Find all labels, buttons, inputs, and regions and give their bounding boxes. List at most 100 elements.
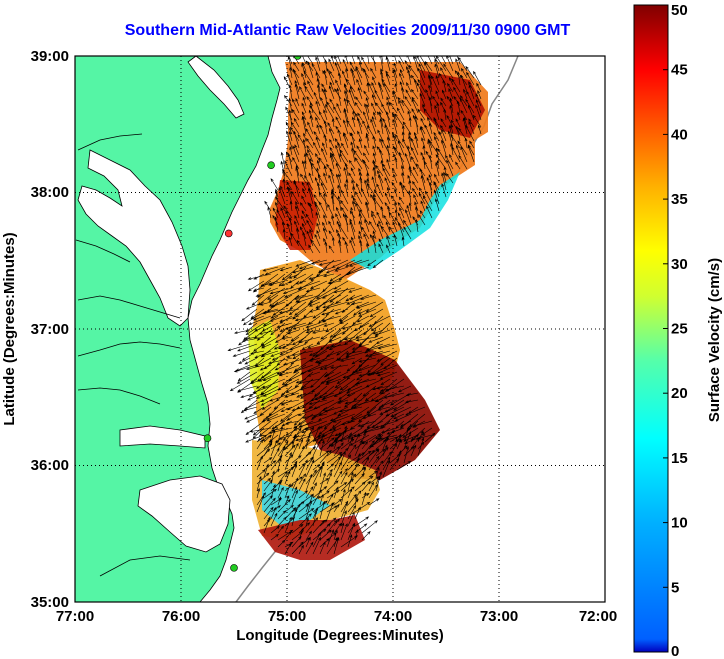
velocity-vector xyxy=(272,301,293,316)
velocity-vector xyxy=(305,322,321,328)
velocity-vector xyxy=(389,101,398,114)
velocity-vector xyxy=(340,357,356,362)
velocity-vector xyxy=(316,336,328,345)
velocity-vector xyxy=(401,131,405,142)
velocity-vector xyxy=(403,445,409,464)
velocity-vector xyxy=(425,150,433,163)
velocity-vector xyxy=(372,159,377,177)
velocity-vector xyxy=(270,442,282,450)
velocity-vector xyxy=(270,512,278,527)
velocity-vector xyxy=(368,484,378,499)
velocity-vector xyxy=(323,69,328,86)
velocity-vector xyxy=(284,516,292,534)
velocity-vector xyxy=(244,357,258,365)
velocity-vector xyxy=(291,350,314,357)
velocity-vector xyxy=(370,194,377,205)
velocity-vector xyxy=(277,481,282,492)
x-axis-label: Longitude (Degrees:Minutes) xyxy=(236,627,444,644)
velocity-vector xyxy=(384,177,391,191)
velocity-vector xyxy=(291,427,302,443)
velocity-vector xyxy=(351,236,356,247)
velocity-vector xyxy=(377,81,384,100)
velocity-vector xyxy=(322,227,328,240)
velocity-vector xyxy=(380,70,384,86)
velocity-vector xyxy=(340,522,345,534)
velocity-vector xyxy=(273,343,286,350)
velocity-vector xyxy=(466,71,475,86)
velocity-vector xyxy=(386,96,391,107)
velocity-vector xyxy=(347,522,355,541)
velocity-vector xyxy=(356,371,370,381)
velocity-vector xyxy=(425,88,433,107)
velocity-vector xyxy=(316,222,321,233)
velocity-vector xyxy=(400,420,412,427)
velocity-vector xyxy=(277,425,283,443)
velocity-vector xyxy=(413,166,419,177)
velocity-vector xyxy=(344,399,363,405)
velocity-vector xyxy=(330,194,335,212)
velocity-vector xyxy=(296,227,300,240)
velocity-vector xyxy=(427,74,433,93)
velocity-vector xyxy=(413,56,419,65)
velocity-vector xyxy=(350,301,363,306)
velocity-vector xyxy=(343,97,349,114)
velocity-vector xyxy=(343,213,349,226)
velocity-vector xyxy=(354,516,370,527)
velocity-vector xyxy=(365,301,384,313)
velocity-vector xyxy=(386,158,391,170)
velocity-vector xyxy=(336,87,342,107)
velocity-vector xyxy=(287,329,300,335)
velocity-vector xyxy=(372,193,377,212)
velocity-vector xyxy=(436,102,440,114)
velocity-vector xyxy=(262,308,286,315)
velocity-vector xyxy=(391,181,398,191)
velocity-vector xyxy=(305,469,317,485)
velocity-vector xyxy=(416,56,426,72)
velocity-vector xyxy=(290,385,307,395)
velocity-vector xyxy=(403,219,412,233)
velocity-vector xyxy=(312,519,325,534)
velocity-vector xyxy=(295,166,300,184)
velocity-vector xyxy=(464,137,468,149)
velocity-vector xyxy=(288,56,293,65)
velocity-vector xyxy=(442,171,447,184)
velocity-vector xyxy=(291,442,299,457)
velocity-vector xyxy=(333,529,338,541)
velocity-vector xyxy=(412,114,419,128)
velocity-vector xyxy=(352,110,356,121)
velocity-vector xyxy=(394,134,405,149)
velocity-vector xyxy=(298,392,314,397)
velocity-vector xyxy=(376,223,384,240)
velocity-vector xyxy=(368,476,380,485)
velocity-vector xyxy=(236,371,258,384)
velocity-vector xyxy=(289,200,293,212)
velocity-vector xyxy=(379,118,384,135)
velocity-vector xyxy=(307,80,314,93)
velocity-vector xyxy=(305,530,312,541)
velocity-vector xyxy=(455,58,461,72)
velocity-vector xyxy=(254,350,272,359)
velocity-vector xyxy=(301,181,307,191)
velocity-vector xyxy=(288,216,293,233)
velocity-vector xyxy=(255,392,272,399)
velocity-vector xyxy=(385,221,391,233)
velocity-vector xyxy=(435,74,440,86)
velocity-vector xyxy=(259,364,272,371)
velocity-vector xyxy=(227,343,251,352)
velocity-vector xyxy=(320,96,328,114)
x-axis: 77:00 76:00 75:00 74:00 73:00 72:00 Long… xyxy=(56,608,617,644)
velocity-vector xyxy=(396,433,402,443)
velocity-vector xyxy=(399,207,405,219)
velocity-vector xyxy=(308,399,328,405)
velocity-vector xyxy=(319,478,329,485)
velocity-vector xyxy=(269,287,293,295)
velocity-vector xyxy=(301,195,307,205)
velocity-vector xyxy=(408,131,412,142)
velocity-vector xyxy=(305,541,314,555)
velocity-vector xyxy=(322,221,328,233)
velocity-vector xyxy=(305,486,314,499)
velocity-vector xyxy=(435,147,440,163)
velocity-vector xyxy=(357,56,363,65)
velocity-vector xyxy=(323,273,335,278)
velocity-vector xyxy=(308,109,314,121)
